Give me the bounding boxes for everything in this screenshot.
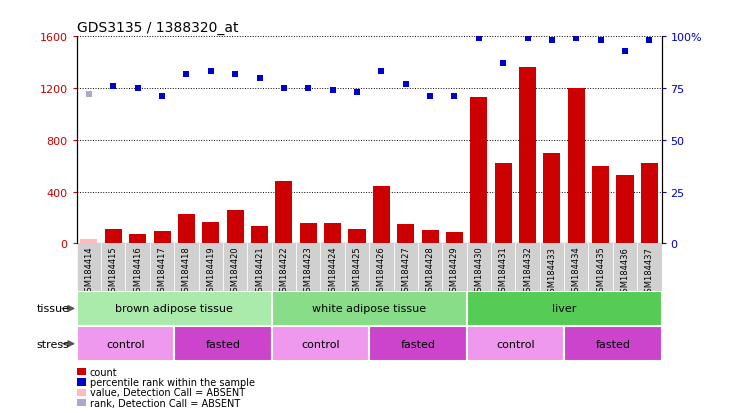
Text: GSM184415: GSM184415 [109,246,118,297]
Text: percentile rank within the sample: percentile rank within the sample [90,377,255,387]
Bar [272,291,466,326]
Bar [543,153,561,244]
Text: brown adipose tissue: brown adipose tissue [115,304,233,314]
Bar [539,244,564,291]
Text: white adipose tissue: white adipose tissue [312,304,426,314]
Text: GSM184436: GSM184436 [621,246,629,297]
Text: GSM184421: GSM184421 [255,246,264,297]
Text: GSM184416: GSM184416 [133,246,142,297]
Text: GSM184437: GSM184437 [645,246,654,297]
Bar [568,89,585,244]
Text: rank, Detection Call = ABSENT: rank, Detection Call = ABSENT [90,398,240,408]
Text: GSM184425: GSM184425 [352,246,361,297]
Bar [495,164,512,244]
Bar [77,291,272,326]
Bar [564,326,662,361]
Bar [150,244,174,291]
Bar [564,244,588,291]
Text: GSM184419: GSM184419 [206,246,215,297]
Text: GSM184417: GSM184417 [158,246,167,297]
Bar [466,291,662,326]
Bar [174,244,199,291]
Bar [223,244,247,291]
Text: value, Detection Call = ABSENT: value, Detection Call = ABSENT [90,387,245,397]
Text: GSM184435: GSM184435 [596,246,605,297]
Bar [227,211,243,244]
Text: GSM184423: GSM184423 [304,246,313,297]
Bar [422,230,439,244]
Text: stress: stress [37,339,69,349]
Bar [641,164,658,244]
Bar [272,326,369,361]
Text: GDS3135 / 1388320_at: GDS3135 / 1388320_at [77,21,238,35]
Bar [637,244,662,291]
Bar [442,244,466,291]
Text: GSM184434: GSM184434 [572,246,580,297]
Bar [393,244,418,291]
Text: GSM184422: GSM184422 [279,246,288,297]
Bar [129,235,146,244]
Text: GSM184431: GSM184431 [499,246,507,297]
Bar [105,230,122,244]
Bar [174,326,272,361]
Text: control: control [301,339,340,349]
Text: GSM184414: GSM184414 [85,246,94,297]
Bar [272,244,296,291]
Bar [369,244,393,291]
Bar [369,326,466,361]
Text: GSM184418: GSM184418 [182,246,191,297]
Text: GSM184420: GSM184420 [231,246,240,297]
Bar [126,244,150,291]
Bar [101,244,126,291]
Text: GSM184428: GSM184428 [425,246,434,297]
Bar [80,239,97,244]
Text: GSM184429: GSM184429 [450,246,459,297]
Text: liver: liver [552,304,576,314]
Text: GSM184427: GSM184427 [401,246,410,297]
Bar [592,166,609,244]
Text: fasted: fasted [401,339,436,349]
Text: control: control [106,339,145,349]
Bar [349,230,366,244]
Bar [320,244,345,291]
Bar [77,326,174,361]
Text: control: control [496,339,534,349]
Bar [446,232,463,244]
Bar [616,176,634,244]
Bar [199,244,223,291]
Bar [418,244,442,291]
Bar [515,244,539,291]
Bar [373,187,390,244]
Bar [397,224,414,244]
Bar [466,244,491,291]
Bar [178,214,195,244]
Bar [77,244,101,291]
Bar [154,231,170,244]
Text: GSM184430: GSM184430 [474,246,483,297]
Text: fasted: fasted [595,339,630,349]
Bar [470,98,488,244]
Bar [324,223,341,244]
Bar [202,222,219,244]
Bar [613,244,637,291]
Bar [466,326,564,361]
Text: GSM184426: GSM184426 [377,246,386,297]
Bar [296,244,320,291]
Text: GSM184433: GSM184433 [548,246,556,297]
Text: fasted: fasted [205,339,240,349]
Bar [247,244,272,291]
Text: count: count [90,367,118,377]
Text: GSM184424: GSM184424 [328,246,337,297]
Bar [251,227,268,244]
Bar [588,244,613,291]
Bar [491,244,515,291]
Bar [276,182,292,244]
Bar [300,223,317,244]
Text: tissue: tissue [37,304,69,314]
Text: GSM184432: GSM184432 [523,246,532,297]
Bar [345,244,369,291]
Bar [519,68,536,244]
